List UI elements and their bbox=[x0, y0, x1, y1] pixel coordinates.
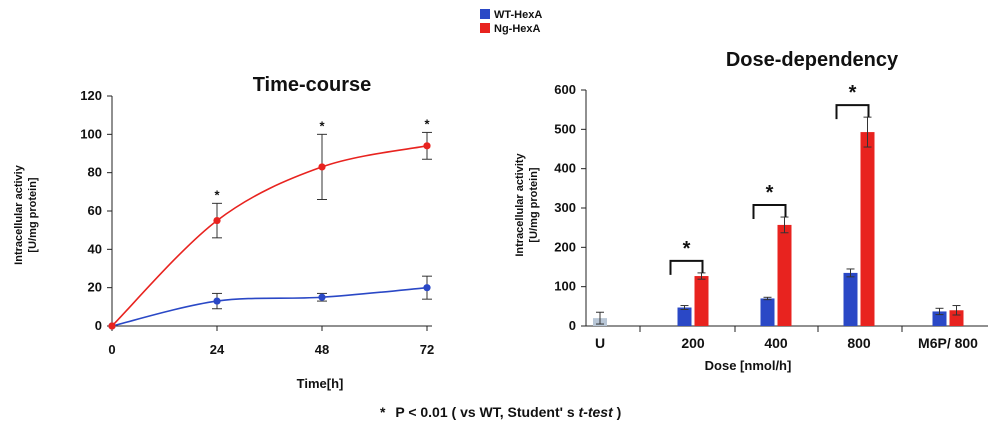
left-y-tick-label: 0 bbox=[95, 318, 102, 333]
right-bar bbox=[777, 224, 792, 326]
right-x-tick-label: U bbox=[595, 335, 605, 351]
right-significance-star: * bbox=[849, 82, 857, 104]
right-significance-bracket bbox=[752, 204, 787, 220]
left-data-point bbox=[108, 322, 116, 330]
legend-label-ng: Ng-HexA bbox=[494, 23, 541, 35]
left-data-point bbox=[423, 284, 431, 292]
right-chart-title: Dose-dependency bbox=[726, 49, 899, 71]
left-y-axis-label: Intracellular activiy [U/mg protein] bbox=[13, 164, 39, 265]
left-data-point bbox=[213, 216, 221, 225]
right-significance-star: * bbox=[766, 182, 774, 204]
right-bar bbox=[949, 310, 964, 326]
legend-swatch-wt bbox=[480, 9, 490, 19]
left-data-point bbox=[423, 142, 431, 150]
right-y-tick-label: 0 bbox=[569, 318, 576, 333]
right-significance-star: * bbox=[683, 238, 691, 260]
footnote: * P < 0.01 ( vs WT, Student' s t-test ) bbox=[380, 404, 621, 420]
footnote-text-end: ) bbox=[613, 404, 622, 420]
left-y-axis-label-line1: Intracellular activiy bbox=[13, 164, 25, 265]
left-x-tick-label: 0 bbox=[108, 342, 115, 357]
right-y-tick-label: 100 bbox=[554, 279, 576, 294]
left-x-axis-label: Time[h] bbox=[297, 376, 344, 391]
left-y-tick-label: 100 bbox=[80, 126, 102, 141]
right-y-tick-label: 400 bbox=[554, 161, 576, 176]
left-y-tick-label: 60 bbox=[88, 203, 102, 218]
left-data-point bbox=[318, 163, 326, 171]
right-y-axis-label-line2: [U/mg protein] bbox=[528, 167, 540, 242]
left-series-line bbox=[111, 286, 428, 327]
right-x-tick-label: 200 bbox=[681, 335, 705, 351]
right-bar bbox=[677, 307, 692, 326]
right-y-tick-label: 600 bbox=[554, 82, 576, 97]
right-y-axis-label: Intracellular activity [U/mg protein] bbox=[514, 152, 540, 256]
right-x-tick-label: 400 bbox=[764, 335, 788, 351]
left-significance-star: * bbox=[319, 118, 325, 133]
right-x-tick-label: 800 bbox=[847, 335, 871, 351]
right-significance-bracket bbox=[669, 259, 704, 275]
footnote-text: P < 0.01 ( vs WT, Student' s bbox=[395, 404, 578, 420]
right-bar bbox=[694, 276, 709, 326]
left-significance-star: * bbox=[214, 187, 220, 202]
footnote-italic: t-test bbox=[579, 404, 615, 420]
left-y-tick-label: 120 bbox=[80, 88, 102, 103]
right-y-tick-label: 500 bbox=[554, 121, 576, 136]
right-y-axis-label-line1: Intracellular activity bbox=[514, 152, 526, 256]
left-y-tick-label: 20 bbox=[88, 280, 102, 295]
right-bar bbox=[860, 132, 875, 326]
left-y-axis-label-line2: [U/mg protein] bbox=[27, 177, 39, 252]
left-x-tick-label: 72 bbox=[420, 342, 434, 357]
left-data-point bbox=[213, 297, 221, 305]
legend-swatch-ng bbox=[480, 23, 490, 33]
left-chart-title: Time-course bbox=[253, 74, 372, 96]
left-x-tick-label: 24 bbox=[210, 342, 225, 357]
right-bar bbox=[843, 272, 858, 326]
right-x-tick-label: M6P/ 800 bbox=[918, 335, 978, 351]
left-y-tick-label: 80 bbox=[88, 165, 102, 180]
right-plot-area: 0 100 200 300 400 500 600 U 200 400 800 M6P/ 800 * * * bbox=[554, 82, 988, 351]
left-x-tick-label: 48 bbox=[315, 342, 329, 357]
right-significance-bracket bbox=[835, 104, 870, 120]
left-series-line bbox=[111, 145, 428, 327]
left-significance-star: * bbox=[424, 116, 430, 131]
right-x-axis-label: Dose [nmol/h] bbox=[705, 358, 792, 373]
left-data-point bbox=[318, 293, 326, 301]
right-y-tick-label: 300 bbox=[554, 200, 576, 215]
footnote-star: * bbox=[380, 404, 386, 420]
right-bar bbox=[760, 298, 775, 326]
left-y-tick-label: 40 bbox=[88, 241, 102, 256]
legend: WT-HexA Ng-HexA bbox=[480, 9, 542, 35]
left-plot-area: 0 20 40 60 80 100 120 0 24 48 72 * * * bbox=[80, 88, 434, 357]
right-y-tick-label: 200 bbox=[554, 239, 576, 254]
legend-label-wt: WT-HexA bbox=[494, 9, 542, 21]
